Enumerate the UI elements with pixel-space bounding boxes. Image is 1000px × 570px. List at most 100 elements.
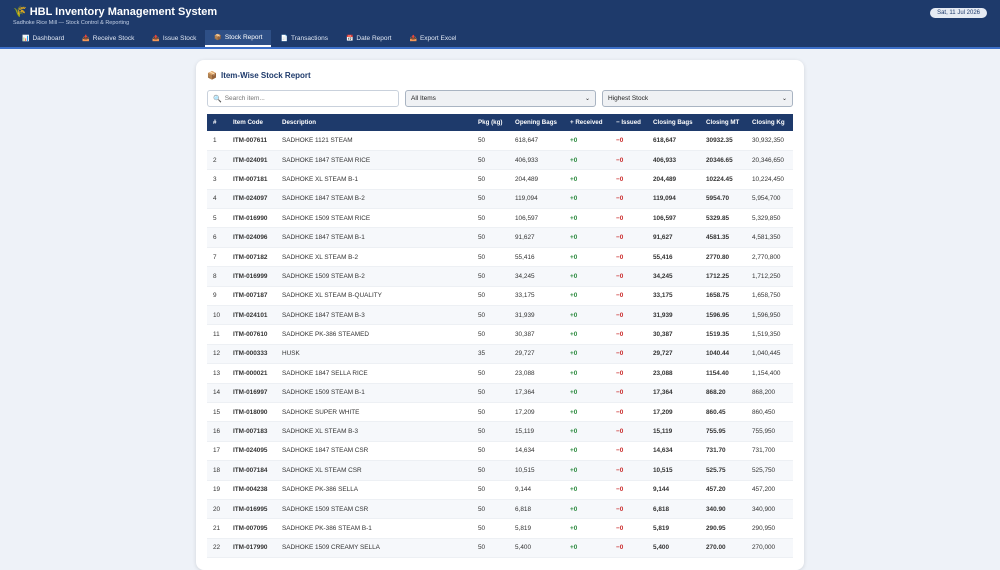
col-closing-kg-cell: 1,154,400 <box>746 363 793 384</box>
col-index-cell: 20 <box>207 499 227 520</box>
col-closing-kg-cell: 5,954,700 <box>746 189 793 210</box>
search-box[interactable]: 🔍 <box>207 90 399 107</box>
col-description-cell: SADHOKE 1847 STEAM RICE <box>276 150 472 171</box>
tab-stock-report[interactable]: 📦 Stock Report <box>205 30 272 47</box>
col-closing-mt-cell: 270.00 <box>700 538 746 559</box>
table-row[interactable]: 2 ITM-024091 SADHOKE 1847 STEAM RICE 50 406,… <box>207 150 793 171</box>
col-pkg-cell: 50 <box>472 189 509 210</box>
sort-value: Highest Stock <box>608 95 649 102</box>
col-description-cell: SADHOKE XL STEAM B-QUALITY <box>276 286 472 307</box>
table-row[interactable]: 14 ITM-016997 SADHOKE 1509 STEAM B-1 50 17,3… <box>207 383 793 403</box>
table-row[interactable]: 19 ITM-004238 SADHOKE PK-386 SELLA 50 9,144 +… <box>207 480 793 500</box>
tab-issue-stock[interactable]: 📤 Issue Stock <box>143 30 205 47</box>
table-row[interactable]: 22 ITM-017990 SADHOKE 1509 CREAMY SELLA 50 5… <box>207 538 793 559</box>
col-description-cell: HUSK <box>276 344 472 365</box>
col-closing-kg-cell: 1,658,750 <box>746 286 793 307</box>
col-issued-cell: −0 <box>610 305 647 326</box>
col-pkg-cell: 50 <box>472 266 509 287</box>
col-description-cell: SADHOKE SUPER WHITE <box>276 402 472 423</box>
main-nav: 📊 Dashboard 📥 Receive Stock 📤 Issue Stock 📦 Sto… <box>13 30 465 47</box>
col-closing-kg-cell: 457,200 <box>746 480 793 500</box>
col-issued-cell: −0 <box>610 538 647 559</box>
col-description-cell: SADHOKE 1509 STEAM RICE <box>276 208 472 229</box>
col-closing-bags-cell: 618,647 <box>647 131 700 151</box>
col-closing-kg-cell: 10,224,450 <box>746 169 793 190</box>
chevron-down-icon: ⌄ <box>781 96 787 102</box>
col-item-code-cell: ITM-016999 <box>227 266 276 287</box>
table-row[interactable]: 12 ITM-000333 HUSK 35 29,727 +0 −0 29,727 1040.4… <box>207 344 793 365</box>
table-row[interactable]: 21 ITM-007095 SADHOKE PK-386 STEAM B-1 50 5,… <box>207 518 793 539</box>
tab-label: Transactions <box>290 35 328 42</box>
tab-date-report[interactable]: 📅 Date Report <box>337 30 401 47</box>
col-index-cell: 16 <box>207 421 227 442</box>
table-row[interactable]: 13 ITM-000021 SADHOKE 1847 SELLA RICE 50 23,… <box>207 363 793 384</box>
col-opening-cell: 33,175 <box>509 286 564 307</box>
tab-receive-stock[interactable]: 📥 Receive Stock <box>73 30 143 47</box>
search-input[interactable] <box>224 95 395 102</box>
col-item-code-cell: ITM-017990 <box>227 538 276 559</box>
col-item-code-cell: ITM-007181 <box>227 169 276 190</box>
col-received-cell: +0 <box>564 480 610 500</box>
col-received-cell: +0 <box>564 363 610 384</box>
col-issued-cell: −0 <box>610 383 647 403</box>
table-row[interactable]: 8 ITM-016999 SADHOKE 1509 STEAM B-2 50 34,24… <box>207 266 793 287</box>
col-closing-bags-cell: 34,245 <box>647 266 700 287</box>
table-row[interactable]: 15 ITM-018090 SADHOKE SUPER WHITE 50 17,209 +… <box>207 402 793 423</box>
col-item-code-cell: ITM-024097 <box>227 189 276 210</box>
col-opening-cell: 17,364 <box>509 383 564 403</box>
item-filter-select[interactable]: All Items ⌄ <box>405 90 596 107</box>
col-item-code-cell: ITM-024096 <box>227 227 276 248</box>
col-issued-cell: −0 <box>610 441 647 462</box>
col-closing-bags-cell: 204,489 <box>647 169 700 190</box>
col-issued-cell: −0 <box>610 266 647 287</box>
col-description-cell: SADHOKE 1847 SELLA RICE <box>276 363 472 384</box>
col-pkg-cell: 50 <box>472 247 509 268</box>
brand: 🌾 HBL Inventory Management System Sadhok… <box>13 5 217 27</box>
table-row[interactable]: 16 ITM-007183 SADHOKE XL STEAM B-3 50 15,119… <box>207 421 793 442</box>
chevron-down-icon: ⌄ <box>584 96 590 102</box>
table-row[interactable]: 18 ITM-007184 SADHOKE XL STEAM CSR 50 10,515… <box>207 460 793 481</box>
col-pkg-cell: 50 <box>472 208 509 229</box>
table-row[interactable]: 6 ITM-024096 SADHOKE 1847 STEAM B-1 50 91,62… <box>207 227 793 248</box>
table-row[interactable]: 4 ITM-024097 SADHOKE 1847 STEAM B-2 50 119,0… <box>207 189 793 210</box>
col-pkg-cell: 50 <box>472 480 509 500</box>
col-description-cell: SADHOKE 1509 CREAMY SELLA <box>276 538 472 559</box>
table-row[interactable]: 9 ITM-007187 SADHOKE XL STEAM B-QUALITY 50 3… <box>207 286 793 307</box>
col-received-cell: +0 <box>564 227 610 248</box>
col-index-cell: 7 <box>207 247 227 268</box>
table-row[interactable]: 3 ITM-007181 SADHOKE XL STEAM B-1 50 204,489… <box>207 169 793 190</box>
sort-select[interactable]: Highest Stock ⌄ <box>602 90 793 107</box>
tab-dashboard[interactable]: 📊 Dashboard <box>13 30 73 47</box>
col-received-cell: +0 <box>564 305 610 326</box>
col-closing-kg-cell: 2,770,800 <box>746 247 793 268</box>
col-pkg-cell: 50 <box>472 150 509 171</box>
table-body: 1 ITM-007611 SADHOKE 1121 STEAM 50 618,647 +0… <box>207 131 793 559</box>
tab-export-excel[interactable]: 📤 Export Excel <box>400 30 465 47</box>
table-row[interactable]: 11 ITM-007610 SADHOKE PK-386 STEAMED 50 30,3… <box>207 324 793 345</box>
col-description-cell: SADHOKE 1509 STEAM CSR <box>276 499 472 520</box>
col-description-cell: SADHOKE XL STEAM CSR <box>276 460 472 481</box>
col-description-cell: SADHOKE XL STEAM B-1 <box>276 169 472 190</box>
col-description-cell: SADHOKE 1847 STEAM B-1 <box>276 227 472 248</box>
col-closing-bags-cell: 106,597 <box>647 208 700 229</box>
tab-label: Issue Stock <box>162 35 197 42</box>
col-received-cell: +0 <box>564 441 610 462</box>
table-row[interactable]: 7 ITM-007182 SADHOKE XL STEAM B-2 50 55,416 +… <box>207 247 793 268</box>
col-index-cell: 9 <box>207 286 227 307</box>
col-closing-mt-cell: 10224.45 <box>700 169 746 190</box>
item-filter-value: All Items <box>411 95 436 102</box>
col-issued-cell: −0 <box>610 150 647 171</box>
table-row[interactable]: 20 ITM-016995 SADHOKE 1509 STEAM CSR 50 6,81… <box>207 499 793 520</box>
stock-table: # Item Code Description Pkg (kg) Opening Bag… <box>207 114 793 559</box>
table-row[interactable]: 17 ITM-024095 SADHOKE 1847 STEAM CSR 50 14,6… <box>207 441 793 462</box>
report-title: 📦 Item-Wise Stock Report <box>207 71 793 80</box>
table-row[interactable]: 1 ITM-007611 SADHOKE 1121 STEAM 50 618,647 +0… <box>207 131 793 151</box>
col-closing-mt-cell: 868.20 <box>700 383 746 403</box>
col-pkg-cell: 50 <box>472 324 509 345</box>
col-closing-kg-header: Closing Kg <box>752 119 785 126</box>
col-opening-cell: 6,818 <box>509 499 564 520</box>
tab-transactions[interactable]: 📄 Transactions <box>271 30 336 47</box>
table-row[interactable]: 5 ITM-016990 SADHOKE 1509 STEAM RICE 50 106,… <box>207 208 793 229</box>
table-row[interactable]: 10 ITM-024101 SADHOKE 1847 STEAM B-3 50 31,9… <box>207 305 793 326</box>
col-pkg-cell: 50 <box>472 169 509 190</box>
